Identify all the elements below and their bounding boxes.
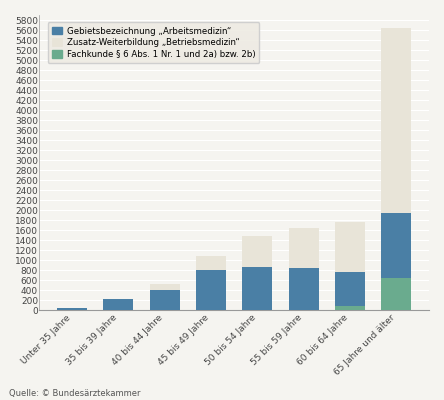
Bar [381,278,411,310]
Bar [289,228,319,268]
Bar [381,28,411,213]
Bar [150,284,180,290]
Bar [196,256,226,270]
Text: Quelle: © Bundesärztekammer: Quelle: © Bundesärztekammer [9,389,140,398]
Bar [242,267,272,310]
Bar [196,270,226,310]
Bar [335,306,365,310]
Bar [57,308,87,310]
Bar [242,236,272,267]
Bar [381,213,411,310]
Bar [289,268,319,310]
Bar [150,290,180,310]
Bar [335,222,365,272]
Legend: Gebietsbezeichnung „Arbeitsmedizin“, Zusatz-Weiterbildung „Betriebsmedizin“, Fac: Gebietsbezeichnung „Arbeitsmedizin“, Zus… [48,22,259,63]
Bar [335,272,365,310]
Bar [103,299,134,310]
